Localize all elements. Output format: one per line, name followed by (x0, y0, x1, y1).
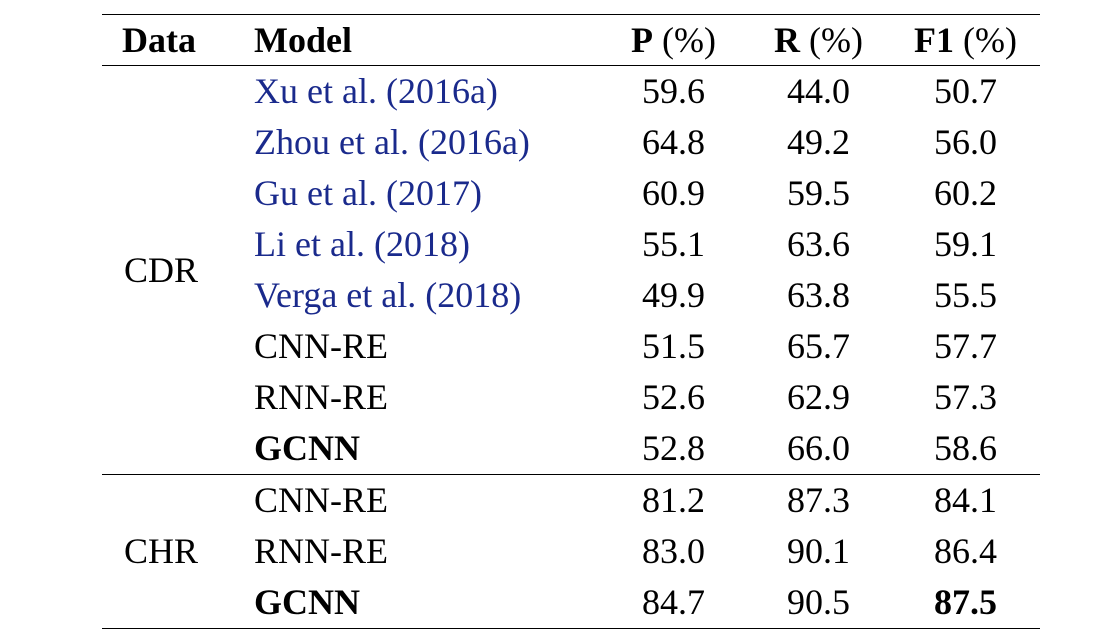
model-cell[interactable]: Li et al. (2018) (254, 224, 470, 264)
results-table: Data Model P (%) R (%) F1 (%) CDR Xu et … (102, 14, 1040, 629)
f1-cell-best: 87.5 (934, 582, 997, 622)
f1-cell: 55.5 (934, 275, 997, 315)
recall-cell: 63.6 (787, 224, 850, 264)
precision-cell: 60.9 (642, 173, 705, 213)
f1-cell: 60.2 (934, 173, 997, 213)
precision-cell: 81.2 (642, 480, 705, 520)
model-cell[interactable]: Gu et al. (2017) (254, 173, 482, 213)
table-row: GCNN 84.7 90.5 87.5 (102, 577, 1040, 629)
model-cell[interactable]: Verga et al. (2018) (254, 275, 522, 315)
recall-cell: 66.0 (787, 428, 850, 468)
group-cdr: CDR Xu et al. (2016a) 59.6 44.0 50.7 Zho… (102, 66, 1040, 475)
f1-cell: 84.1 (934, 480, 997, 520)
model-cell: CNN-RE (254, 326, 388, 366)
precision-cell: 52.8 (642, 428, 705, 468)
header-recall-label: R (774, 20, 801, 60)
f1-cell: 57.3 (934, 377, 997, 417)
precision-cell: 55.1 (642, 224, 705, 264)
recall-cell: 62.9 (787, 377, 850, 417)
header-f1: F1 (%) (891, 15, 1040, 66)
precision-cell: 83.0 (642, 531, 705, 571)
table-row: Gu et al. (2017) 60.9 59.5 60.2 (102, 168, 1040, 219)
header-precision-label: P (631, 20, 654, 60)
precision-cell: 64.8 (642, 122, 705, 162)
table-row: Zhou et al. (2016a) 64.8 49.2 56.0 (102, 117, 1040, 168)
header-recall: R (%) (746, 15, 891, 66)
model-cell: GCNN (254, 428, 360, 468)
model-cell[interactable]: Xu et al. (2016a) (254, 71, 498, 111)
header-data: Data (122, 20, 196, 60)
recall-cell: 59.5 (787, 173, 850, 213)
f1-cell: 50.7 (934, 71, 997, 111)
table-row: CNN-RE 51.5 65.7 57.7 (102, 321, 1040, 372)
model-cell: CNN-RE (254, 480, 388, 520)
precision-cell: 49.9 (642, 275, 705, 315)
header-row: Data Model P (%) R (%) F1 (%) (102, 14, 1040, 66)
f1-cell: 56.0 (934, 122, 997, 162)
precision-cell: 84.7 (642, 582, 705, 622)
header-precision: P (%) (601, 15, 746, 66)
table-row: CHR CNN-RE 81.2 87.3 84.1 (102, 475, 1040, 571)
precision-cell: 59.6 (642, 71, 705, 111)
header-model: Model (254, 20, 352, 60)
recall-cell: 44.0 (787, 71, 850, 111)
header-f1-unit: (%) (954, 20, 1017, 60)
recall-cell: 90.5 (787, 582, 850, 622)
header-recall-unit: (%) (800, 20, 863, 60)
recall-cell: 49.2 (787, 122, 850, 162)
table-row: Li et al. (2018) 55.1 63.6 59.1 (102, 219, 1040, 270)
model-cell[interactable]: Zhou et al. (2016a) (254, 122, 530, 162)
header-precision-unit: (%) (653, 20, 716, 60)
f1-cell: 57.7 (934, 326, 997, 366)
recall-cell: 65.7 (787, 326, 850, 366)
table-row: RNN-RE 52.6 62.9 57.3 (102, 372, 1040, 423)
f1-cell: 58.6 (934, 428, 997, 468)
table-row: RNN-RE 83.0 90.1 86.4 (102, 526, 1040, 577)
precision-cell: 52.6 (642, 377, 705, 417)
recall-cell: 63.8 (787, 275, 850, 315)
f1-cell: 59.1 (934, 224, 997, 264)
recall-cell: 87.3 (787, 480, 850, 520)
model-cell: RNN-RE (254, 531, 388, 571)
recall-cell: 90.1 (787, 531, 850, 571)
header-f1-label: F1 (914, 20, 955, 60)
f1-cell: 86.4 (934, 531, 997, 571)
table-row: GCNN 52.8 66.0 58.6 (102, 423, 1040, 475)
model-cell: GCNN (254, 582, 360, 622)
dataset-label: CHR (124, 531, 199, 571)
table-row: CDR Xu et al. (2016a) 59.6 44.0 50.7 (102, 66, 1040, 290)
dataset-label: CDR (124, 249, 199, 290)
group-chr: CHR CNN-RE 81.2 87.3 84.1 RNN-RE 83.0 90… (102, 474, 1040, 629)
model-cell: RNN-RE (254, 377, 388, 417)
precision-cell: 51.5 (642, 326, 705, 366)
table-row: Verga et al. (2018) 49.9 63.8 55.5 (102, 270, 1040, 321)
